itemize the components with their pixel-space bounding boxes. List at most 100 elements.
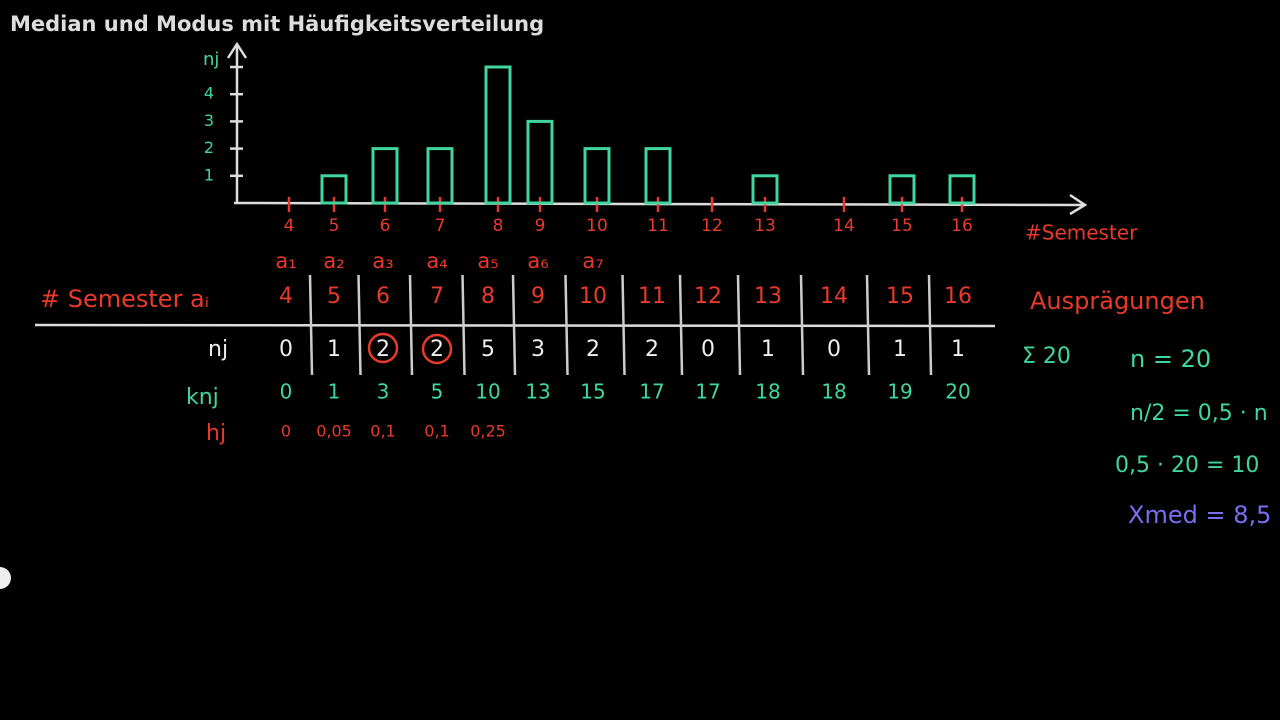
title: Median und Modus mit Häufigkeitsverteilu…: [10, 12, 544, 36]
table-header: 8: [481, 284, 495, 309]
x-tick-label: 5: [329, 216, 340, 236]
x-tick-label: 9: [535, 216, 546, 236]
y-arrow: [226, 41, 248, 59]
table-header: 16: [944, 284, 972, 309]
x-tick-label: 13: [754, 216, 776, 236]
column-divider: [865, 274, 871, 376]
annotation: a₃: [372, 249, 393, 273]
nj-cell: 1: [327, 337, 341, 362]
bar: [948, 174, 976, 205]
table-header: 14: [820, 284, 848, 309]
note: n = 20: [1130, 345, 1211, 373]
bar: [426, 147, 454, 205]
bar: [526, 119, 554, 205]
y-tick-label: 3: [204, 111, 214, 130]
table-header: 9: [531, 284, 545, 309]
mode-circle: [367, 332, 399, 364]
note: Ausprägungen: [1030, 287, 1205, 315]
y-tick-label: 4: [204, 84, 214, 103]
x-tick-label: 4: [284, 216, 295, 236]
row-label: # Semester aᵢ: [40, 285, 209, 313]
nj-cell: 2: [376, 337, 390, 362]
x-tick-label: 6: [380, 216, 391, 236]
knj-cell: 17: [639, 380, 664, 404]
table-header: 10: [579, 284, 607, 309]
knj-cell: 17: [695, 380, 720, 404]
mode-circle: [421, 333, 453, 365]
nj-cell: 2: [586, 337, 600, 362]
knj-cell: 13: [525, 380, 550, 404]
knj-cell: 18: [755, 380, 780, 404]
nj-cell: 5: [481, 337, 495, 362]
column-divider: [408, 274, 414, 376]
bar: [371, 147, 399, 205]
annotation: a₅: [477, 249, 498, 273]
note: Σ 20: [1022, 344, 1071, 369]
x-axis-label: #Semester: [1025, 221, 1138, 245]
table-header: 6: [376, 284, 390, 309]
row-label: hj: [206, 421, 226, 446]
row-label: nj: [208, 337, 228, 362]
knj-cell: 18: [821, 380, 846, 404]
knj-cell: 10: [475, 380, 500, 404]
nj-cell: 1: [893, 337, 907, 362]
y-tick-label: 2: [204, 138, 214, 157]
column-divider: [799, 274, 805, 376]
column-divider: [357, 274, 362, 376]
column-divider: [308, 274, 314, 376]
knj-cell: 0: [280, 380, 293, 404]
nj-cell: 2: [645, 337, 659, 362]
table-header: 12: [694, 284, 722, 309]
x-tick-label: 8: [493, 216, 504, 236]
x-tick-label: 12: [701, 216, 723, 236]
bar: [644, 147, 672, 205]
column-divider: [927, 274, 933, 376]
x-tick-label: 14: [833, 216, 855, 236]
bar: [888, 174, 916, 205]
bar: [320, 174, 348, 205]
column-divider: [511, 274, 517, 376]
knj-cell: 19: [887, 380, 912, 404]
annotation: a₇: [582, 249, 603, 273]
y-tick-label: 1: [204, 165, 214, 184]
knj-cell: 1: [328, 380, 341, 404]
table-header: 7: [430, 284, 444, 309]
x-tick-label: 7: [435, 216, 446, 236]
nj-cell: 2: [430, 337, 444, 362]
row-label: knj: [186, 385, 219, 410]
x-arrow: [1069, 193, 1088, 216]
note: 0,5 · 20 = 10: [1115, 453, 1259, 478]
table-header: 15: [886, 284, 914, 309]
table-header: 5: [327, 284, 341, 309]
nj-cell: 0: [701, 337, 715, 362]
nj-cell: 0: [827, 337, 841, 362]
hj-cell: 0,25: [470, 422, 506, 441]
bar: [583, 147, 611, 205]
table-header: 13: [754, 284, 782, 309]
x-tick-label: 16: [951, 216, 973, 236]
column-divider: [736, 274, 742, 376]
column-divider: [461, 274, 466, 376]
column-divider: [621, 274, 626, 376]
hj-cell: 0: [281, 422, 291, 441]
side-handle[interactable]: [0, 567, 11, 589]
knj-cell: 20: [945, 380, 970, 404]
hj-cell: 0,1: [370, 422, 395, 441]
column-divider: [564, 274, 569, 376]
knj-cell: 15: [580, 380, 605, 404]
nj-cell: 0: [279, 337, 293, 362]
annotation: a₂: [323, 249, 344, 273]
column-divider: [678, 274, 684, 376]
x-tick-label: 15: [891, 216, 913, 236]
note: n/2 = 0,5 · n: [1130, 401, 1268, 426]
annotation: a₄: [426, 249, 447, 273]
annotation: a₁: [275, 249, 296, 273]
nj-cell: 1: [761, 337, 775, 362]
nj-cell: 1: [951, 337, 965, 362]
knj-cell: 5: [431, 380, 444, 404]
bar: [484, 65, 512, 205]
annotation: a₆: [527, 249, 548, 273]
bar: [751, 174, 779, 205]
hj-cell: 0,1: [424, 422, 449, 441]
